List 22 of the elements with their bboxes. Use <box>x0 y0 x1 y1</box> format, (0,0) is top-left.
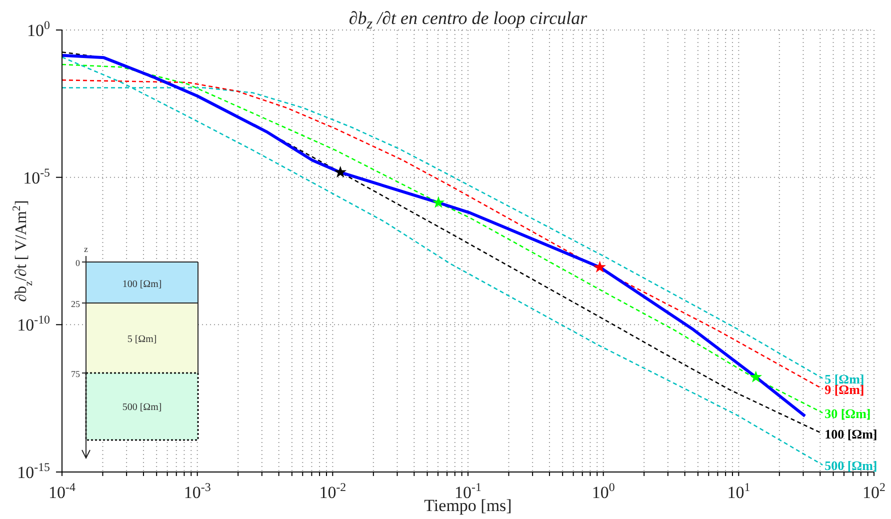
x-tick-label: 10$^{-2}$ <box>319 480 346 502</box>
annotation: 75 <box>71 369 80 379</box>
y-tick-label: 10$^{-15}$ <box>17 460 50 482</box>
chart-title: ∂b$_{z}$ /∂t en centro de loop circular <box>348 8 588 34</box>
series-label: 100 [Ωm] <box>824 426 878 442</box>
x-tick-label: 10$^{0}$ <box>592 480 615 502</box>
annotation: 5 [Ωm] <box>127 334 157 345</box>
annotation: 25 <box>71 299 80 309</box>
x-tick-label: 10$^{1}$ <box>727 480 750 502</box>
x-tick-label: 10$^{-4}$ <box>48 480 76 502</box>
series-label: 500 [Ωm] <box>824 458 878 473</box>
series-label: 30 [Ωm] <box>824 406 871 421</box>
y-tick-label: 10$^{-5}$ <box>23 165 50 188</box>
y-tick-label: 10$^{-10}$ <box>17 312 50 335</box>
annotation: 500 [Ωm] <box>122 402 162 413</box>
x-tick-label: 10$^{2}$ <box>862 480 886 502</box>
x-tick-label: 10$^{-1}$ <box>454 480 482 502</box>
annotation: z <box>84 244 88 254</box>
y-tick-label: 10$^{0}$ <box>27 18 50 40</box>
annotation: 0 <box>76 258 80 268</box>
annotation: 100 [Ωm] <box>122 279 162 290</box>
x-tick-label: 10$^{-3}$ <box>184 480 211 502</box>
